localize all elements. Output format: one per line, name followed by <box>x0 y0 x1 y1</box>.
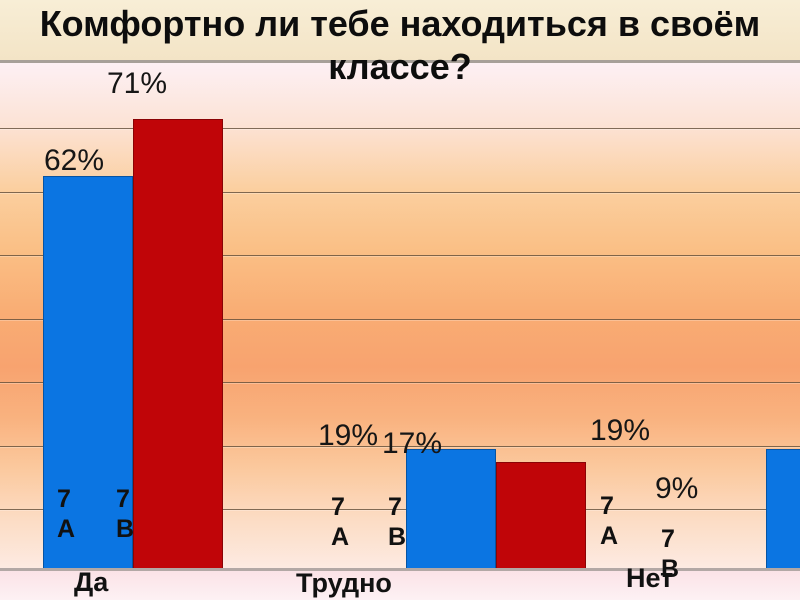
series-bar-label-line: В <box>116 515 135 543</box>
series-bar-label-line: 7 <box>57 485 71 513</box>
category-label: Трудно <box>296 568 392 598</box>
chart-bar <box>496 462 586 570</box>
gridline <box>0 192 800 193</box>
title-line-1: Комфортно ли тебе находиться в своём <box>39 3 761 44</box>
category-label: Нет <box>626 563 674 593</box>
gridline <box>0 128 800 129</box>
series-bar-label-line: 7 <box>661 525 675 553</box>
background-top-band <box>0 0 800 60</box>
chart-bar <box>133 119 223 570</box>
series-bar-label-line: В <box>388 523 407 551</box>
category-label: Да <box>74 567 109 597</box>
series-bar-label-line: А <box>331 523 350 551</box>
gridline <box>0 319 800 320</box>
background-bottom-band <box>0 570 800 600</box>
series-bar-label-line: 7 <box>600 492 614 520</box>
gridline <box>0 446 800 447</box>
page-title: Комфортно ли тебе находиться в своём кла… <box>0 2 800 88</box>
chart-bar <box>766 449 800 570</box>
x-axis-line <box>0 568 800 571</box>
value-label: 17% <box>382 427 443 460</box>
value-label: 19% <box>590 414 651 447</box>
value-label: 71% <box>107 67 168 100</box>
chart-bar <box>406 449 496 570</box>
value-label: 19% <box>318 419 379 452</box>
series-bar-label-line: 7 <box>116 485 130 513</box>
value-label: 9% <box>655 472 699 505</box>
title-line-2: классе? <box>328 46 472 87</box>
series-bar-label-line: 7 <box>388 493 402 521</box>
series-bar-label-line: В <box>661 555 680 583</box>
series-bar-label-line: 7 <box>331 493 345 521</box>
value-label: 62% <box>44 144 105 177</box>
gridline <box>0 509 800 510</box>
gridline <box>0 255 800 256</box>
gridline <box>0 382 800 383</box>
series-bar-label-line: А <box>600 522 619 550</box>
series-bar-label-line: А <box>57 515 76 543</box>
